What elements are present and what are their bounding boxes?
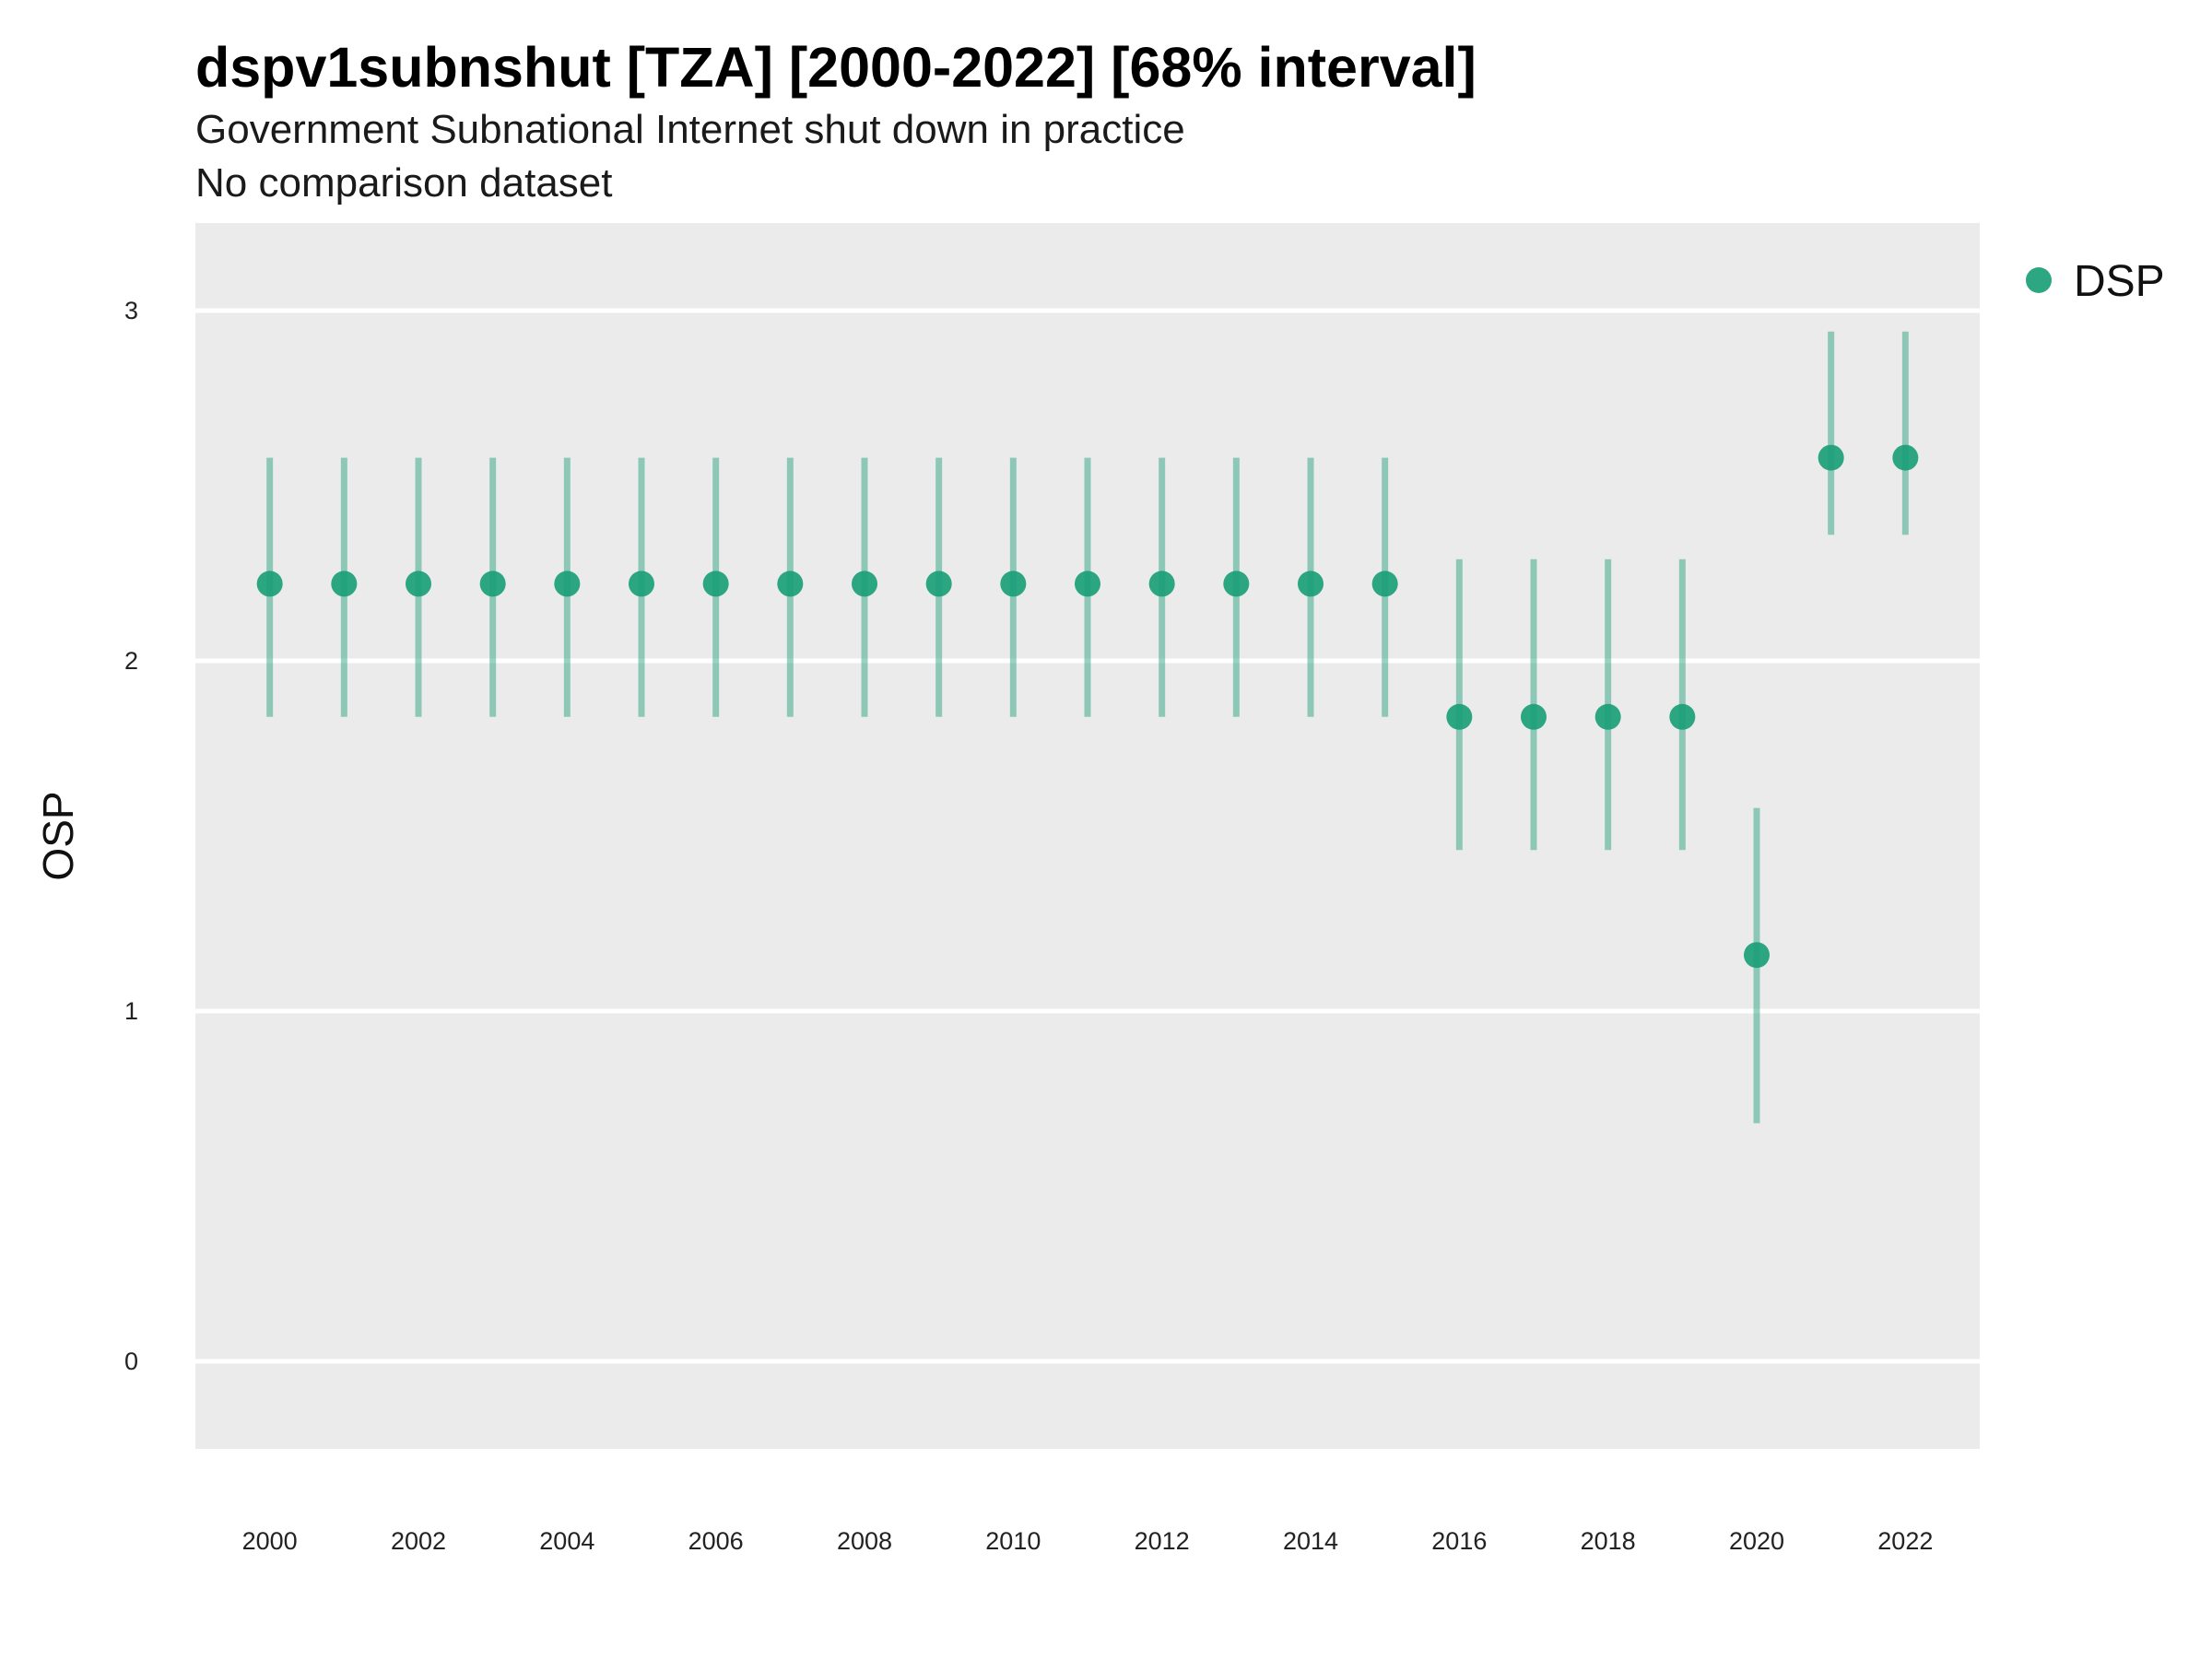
data-point [1892,444,1919,471]
x-tick-label: 2002 [391,1527,446,1555]
x-tick-label: 2020 [1729,1527,1784,1555]
data-point [1446,703,1473,730]
data-points [256,444,1919,969]
y-tick-label: 1 [124,997,138,1025]
data-point [1594,703,1621,730]
x-tick-label: 2000 [242,1527,298,1555]
data-point [702,571,729,597]
data-point [331,571,358,597]
y-axis-ticks: 0 1 2 3 [124,297,138,1375]
plot-background [195,223,1980,1449]
data-point [777,571,804,597]
chart-subtitle: Government Subnational Internet shut dow… [195,103,1185,210]
grid-lines [195,308,1980,1364]
x-tick-label: 2018 [1581,1527,1636,1555]
x-tick-label: 2008 [837,1527,892,1555]
x-tick-label: 2006 [688,1527,744,1555]
y-axis-title: OSP [34,791,82,880]
data-point [1521,703,1547,730]
data-point [1298,571,1324,597]
x-axis-ticks: 2000 2002 2004 2006 2008 2010 2012 2014 2016 2018… [242,1527,1934,1555]
data-point [1371,571,1398,597]
x-tick-label: 2004 [539,1527,594,1555]
data-point [925,571,952,597]
legend-label: DSP [2074,257,2165,306]
y-tick-label: 2 [124,647,138,675]
x-tick-label: 2022 [1877,1527,1933,1555]
chart-title: dspv1subnshut [TZA] [2000-2022] [68% int… [195,36,1477,99]
data-point [1148,571,1175,597]
y-tick-label: 0 [124,1347,138,1375]
x-tick-label: 2016 [1431,1527,1487,1555]
legend: DSP [2026,257,2165,306]
data-point [1000,571,1027,597]
data-point [629,571,654,597]
data-point [479,571,506,597]
legend-marker [2026,267,2052,293]
subtitle-line-2: No comparison dataset [195,160,613,206]
y-tick-label: 3 [124,297,138,324]
data-point [1818,444,1844,471]
x-tick-label: 2010 [985,1527,1041,1555]
data-point [1669,703,1696,730]
x-tick-label: 2014 [1283,1527,1338,1555]
data-point [852,571,877,597]
data-point [554,571,581,597]
subtitle-line-1: Government Subnational Internet shut dow… [195,107,1185,152]
data-point [1223,571,1250,597]
data-point [1744,942,1770,969]
data-point [406,571,431,597]
data-point [1075,571,1100,597]
data-point [256,571,283,597]
x-tick-label: 2012 [1135,1527,1190,1555]
